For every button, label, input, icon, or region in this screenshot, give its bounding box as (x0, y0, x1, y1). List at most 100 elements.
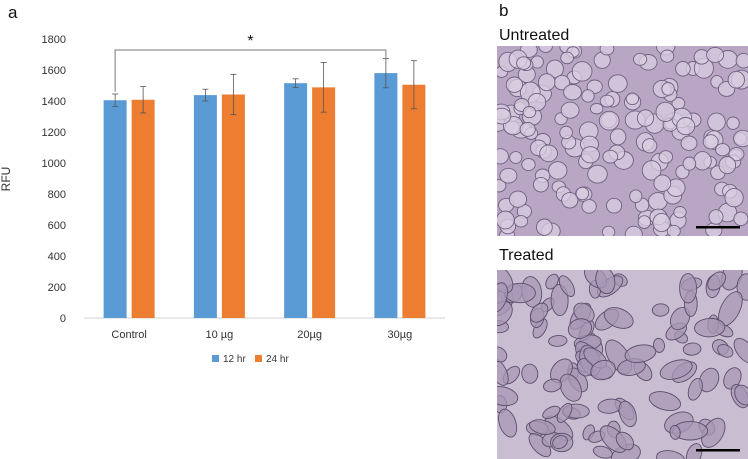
cell (702, 134, 719, 150)
cell (602, 149, 619, 164)
y-tick-label: 1600 (42, 65, 66, 77)
cell (615, 431, 635, 451)
cell (545, 59, 564, 79)
cell (607, 74, 628, 93)
cell (676, 117, 696, 136)
cell (641, 138, 658, 154)
bar-1-2 (312, 87, 336, 318)
cell (590, 102, 604, 115)
cell (581, 199, 597, 214)
cell (601, 225, 616, 236)
cell (521, 158, 536, 172)
cell (733, 129, 748, 148)
cell (706, 46, 725, 63)
cell (733, 211, 748, 226)
cell (598, 110, 620, 131)
cell (735, 52, 748, 69)
cell (723, 367, 742, 390)
cell (651, 303, 670, 317)
bar-1-3 (402, 84, 426, 318)
cell (715, 143, 731, 157)
cell (624, 225, 643, 236)
cell (516, 56, 532, 70)
cell (580, 146, 600, 164)
cell (513, 215, 529, 228)
cell (532, 176, 549, 193)
cell (529, 302, 549, 323)
cell (519, 121, 536, 137)
y-tick-label: 400 (48, 251, 66, 263)
cell (590, 359, 616, 381)
cell (707, 112, 726, 132)
cell (561, 192, 579, 209)
cell (618, 400, 637, 428)
cell (567, 318, 593, 339)
cell (592, 445, 613, 459)
bar-1-0 (131, 99, 155, 318)
panel-label-a: a (8, 3, 18, 22)
cell (653, 337, 665, 353)
x-tick-label: Control (111, 329, 146, 341)
cell (679, 273, 698, 304)
cell (633, 52, 648, 66)
y-tick-label: 200 (48, 282, 66, 294)
cell (508, 190, 528, 208)
cell (571, 61, 593, 82)
cell (687, 377, 703, 401)
cell (581, 89, 595, 103)
cell (498, 408, 518, 438)
cell (648, 391, 682, 412)
cell (666, 224, 681, 236)
cell (609, 128, 627, 146)
cell (521, 363, 539, 384)
cell (705, 222, 723, 236)
cell (733, 337, 748, 364)
cell (698, 367, 720, 393)
bar-1-1 (221, 94, 245, 319)
cell (653, 174, 672, 192)
cell (682, 342, 702, 356)
cell (641, 160, 662, 181)
cell (629, 189, 643, 203)
cell (636, 109, 655, 127)
cell (505, 76, 524, 93)
cell (563, 84, 582, 101)
cell (728, 147, 745, 162)
cell (542, 405, 561, 419)
bar-0-3 (374, 73, 398, 318)
cell (658, 150, 674, 164)
cell (694, 317, 726, 338)
cell (693, 151, 712, 171)
cell (499, 167, 518, 184)
y-tick-label: 0 (60, 313, 66, 325)
cell (509, 151, 523, 164)
cell (606, 197, 623, 214)
significance-bracket (114, 49, 387, 92)
cell (497, 107, 512, 125)
cell (724, 188, 744, 208)
legend-label-0: 12 hr (223, 354, 246, 365)
y-tick-label: 1000 (42, 158, 66, 170)
cell (599, 46, 615, 56)
cell (603, 307, 634, 329)
legend-label-1: 24 hr (266, 354, 289, 365)
untreated-cells-image (497, 46, 748, 236)
cell (682, 156, 697, 171)
cell (595, 270, 616, 295)
legend-swatch-0 (212, 355, 219, 362)
treated-image-title: Treated (499, 247, 554, 264)
x-tick-label: 20µg (297, 329, 322, 341)
cell (545, 273, 559, 290)
cell (587, 164, 608, 184)
treated-micrograph (497, 270, 748, 459)
scale-bar (696, 226, 740, 229)
cell (680, 135, 698, 151)
cell (497, 148, 509, 165)
panel-label-b: b (499, 1, 509, 20)
cell (675, 61, 691, 77)
cell (559, 373, 582, 402)
cell (497, 300, 513, 327)
cell (707, 271, 727, 291)
cell (536, 218, 553, 236)
cell (529, 419, 556, 435)
